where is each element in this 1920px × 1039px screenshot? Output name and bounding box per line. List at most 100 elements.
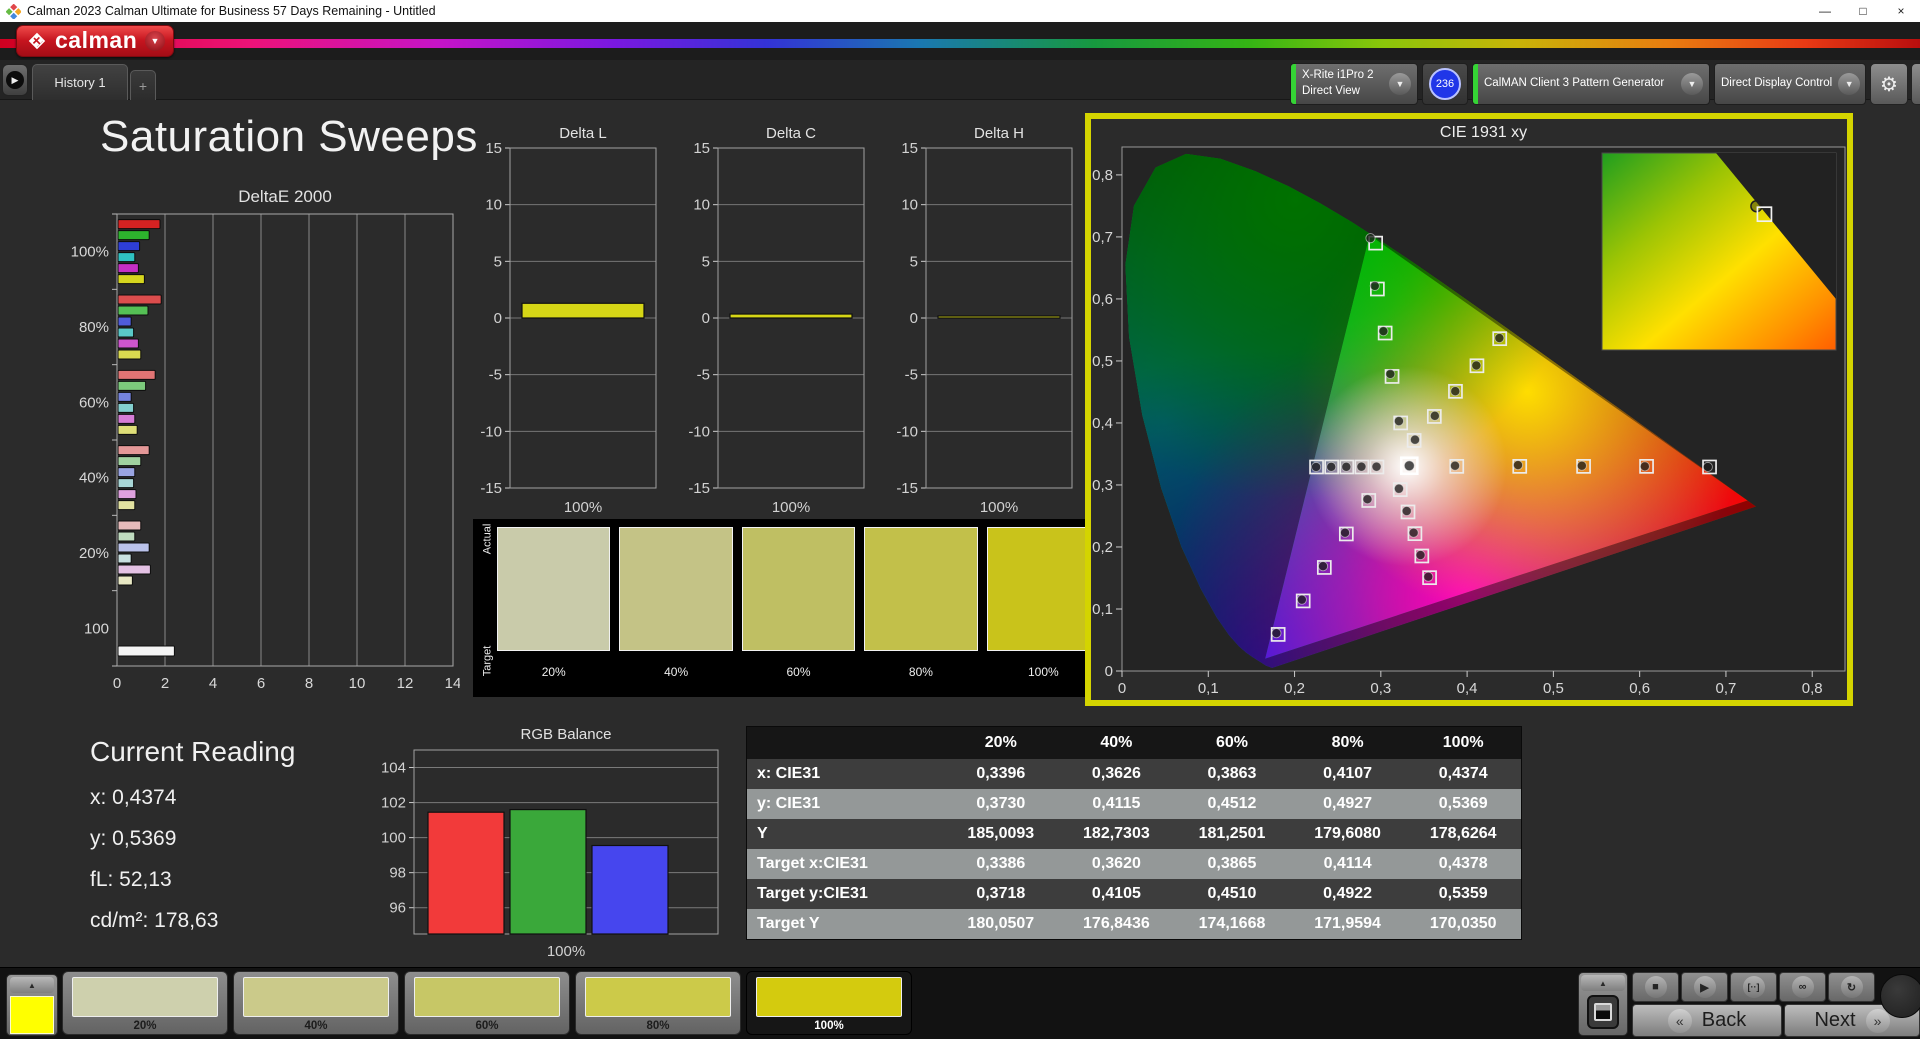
meter-dropdown[interactable]: X-Rite i1Pro 2 Direct View ▼: [1290, 63, 1418, 105]
stop-button[interactable]: ■: [1632, 972, 1679, 1002]
badge-count: 236: [1429, 68, 1461, 100]
svg-text:5: 5: [910, 253, 918, 270]
target-square-marker: [1400, 456, 1419, 476]
rgb-bar-blue: [591, 844, 669, 935]
svg-text:0,6: 0,6: [1092, 291, 1113, 308]
pattern-level-swatch: [585, 977, 731, 1017]
table-row-label: Target x:CIE31: [757, 855, 868, 872]
back-button[interactable]: « Back: [1632, 1004, 1782, 1037]
deltae-bar: [117, 338, 139, 349]
play-arrow-icon: ▶: [6, 71, 24, 89]
deltae-2000-chart: DeltaE 2000 0 2 4 6 8 10 12 14 100% 80% 60% 40% 20% 10…: [66, 184, 462, 703]
deltae-bar: [117, 478, 135, 489]
table-row-label: x: CIE31: [757, 765, 821, 782]
meter-count-badge[interactable]: 236: [1422, 63, 1468, 105]
deltae-bar: [117, 263, 139, 274]
table-cell: 0,3863: [1207, 765, 1257, 782]
record-indicator[interactable]: [1880, 974, 1920, 1018]
measured-point-marker: [1393, 416, 1404, 427]
measured-point-marker: [1311, 461, 1322, 473]
measured-point-marker: [1356, 461, 1367, 472]
svg-text:15: 15: [485, 140, 502, 157]
deltae-bar: [117, 380, 147, 391]
table-row: Target y:CIE31 0,3718 0,4105 0,4510 0,4922 0,…: [747, 879, 1521, 909]
calman-menu-button[interactable]: calman ▼: [16, 25, 174, 57]
pattern-level-button-100%[interactable]: 100%: [746, 971, 912, 1035]
cie-1931-svg: CIE 1931 xy 0 0,1 0,2 0,3 0,4 0,5 0,6 0,7 0,8 0 0,1…: [1092, 124, 1846, 697]
svg-text:-5: -5: [489, 367, 502, 384]
pattern-level-button-40%[interactable]: 40%: [233, 971, 399, 1035]
pattern-mini-panel: ▲: [6, 974, 58, 1036]
double-chevron-left-icon: «: [1667, 1008, 1692, 1033]
add-tab-button[interactable]: +: [130, 70, 156, 100]
pattern-level-label: 40%: [304, 1020, 328, 1032]
pattern-level-button-80%[interactable]: 80%: [575, 971, 741, 1035]
svg-text:60%: 60%: [79, 394, 109, 411]
settings-button[interactable]: ⚙: [1870, 63, 1908, 105]
expand-pattern-button[interactable]: ▲: [10, 977, 54, 993]
rgb-balance-chart: RGB Balance 104 102 100 98 96 100%: [356, 724, 738, 979]
pattern-generator-name: CalMAN Client 3 Pattern Generator: [1484, 77, 1665, 90]
table-cell: 170,0350: [1429, 915, 1497, 932]
measured-point-marker: [1401, 505, 1412, 517]
rgb-bar-red: [427, 811, 505, 935]
pattern-generator-dropdown[interactable]: CalMAN Client 3 Pattern Generator ▼: [1472, 63, 1710, 105]
table-cell: 0,3620: [1091, 855, 1141, 872]
deltae-bar: [117, 274, 145, 285]
svg-text:DeltaE 2000: DeltaE 2000: [238, 187, 332, 206]
deltae-bar: [117, 645, 175, 657]
svg-text:0,3: 0,3: [1370, 680, 1391, 697]
svg-text:96: 96: [389, 900, 406, 917]
target-square-marker: [1324, 459, 1340, 475]
pattern-level-button-20%[interactable]: 20%: [62, 971, 228, 1035]
measured-point-marker: [1450, 386, 1461, 397]
delta_h-svg: Delta H 15 10 5 0 -5 -10 -15 100%: [896, 125, 1073, 516]
svg-text:5: 5: [702, 253, 710, 270]
minimize-button[interactable]: —: [1819, 4, 1831, 18]
actual-target-swatch-strip: Actual Target 20% 40% 60% 80% 100%: [473, 519, 1106, 697]
pattern-level-button-60%[interactable]: 60%: [404, 971, 570, 1035]
expand-nav-button[interactable]: ▲: [1581, 975, 1625, 991]
deltae-bar: [117, 241, 141, 252]
next-button[interactable]: Next »: [1784, 1004, 1920, 1037]
titlebar: Calman 2023 Calman Ultimate for Business…: [0, 0, 1920, 22]
target-square-marker: [1392, 482, 1408, 497]
measured-point-marker: [1393, 483, 1404, 494]
display-control-dropdown[interactable]: Direct Display Control ▼: [1714, 63, 1866, 105]
delta_l-svg: Delta L 15 10 5 0 -5 -10 -15 100%: [480, 125, 657, 516]
tab-history-1[interactable]: History 1: [32, 64, 128, 100]
svg-text:98: 98: [389, 865, 406, 882]
measured-point-marker: [1369, 280, 1380, 291]
maximize-button[interactable]: □: [1859, 4, 1867, 18]
svg-text:Delta H: Delta H: [974, 125, 1024, 142]
double-chevron-right-icon: »: [1865, 1008, 1890, 1033]
deltae-bar: [117, 489, 137, 500]
swatch-label: 80%: [908, 665, 933, 679]
current-pattern-swatch[interactable]: [10, 996, 54, 1034]
measured-point-marker: [1378, 326, 1389, 337]
continuous-measure-button[interactable]: ∞: [1779, 972, 1826, 1002]
measured-point-marker: [1385, 368, 1396, 380]
target-square-marker: [1422, 570, 1437, 586]
target-square-marker: [1492, 331, 1508, 347]
measure-button[interactable]: ▶: [1681, 972, 1728, 1002]
close-button[interactable]: ×: [1897, 4, 1905, 18]
target-square-marker: [1448, 383, 1463, 399]
table-cell: 0,4105: [1091, 885, 1141, 902]
table-cell: 0,3386: [976, 855, 1026, 872]
table-row: Target x:CIE31 0,3386 0,3620 0,3865 0,4114 0,…: [747, 849, 1521, 879]
deltae-bar: [117, 456, 142, 467]
measured-point-marker: [1317, 561, 1329, 572]
measure-series-button[interactable]: [··]: [1730, 972, 1777, 1002]
collapse-toolbar-button[interactable]: ◀: [1911, 63, 1920, 105]
table-row-label: y: CIE31: [757, 795, 821, 812]
rgb-balance-svg: RGB Balance 104 102 100 98 96 100%: [381, 726, 719, 960]
measured-point-marker: [1271, 628, 1282, 639]
refresh-button[interactable]: ↻: [1828, 972, 1875, 1002]
tab-scroll-button[interactable]: ▶: [2, 64, 28, 96]
pattern-window-button[interactable]: [1587, 995, 1619, 1029]
pattern-level-swatch: [243, 977, 389, 1017]
pattern-level-label: 20%: [133, 1020, 157, 1032]
svg-text:0: 0: [1105, 663, 1113, 680]
